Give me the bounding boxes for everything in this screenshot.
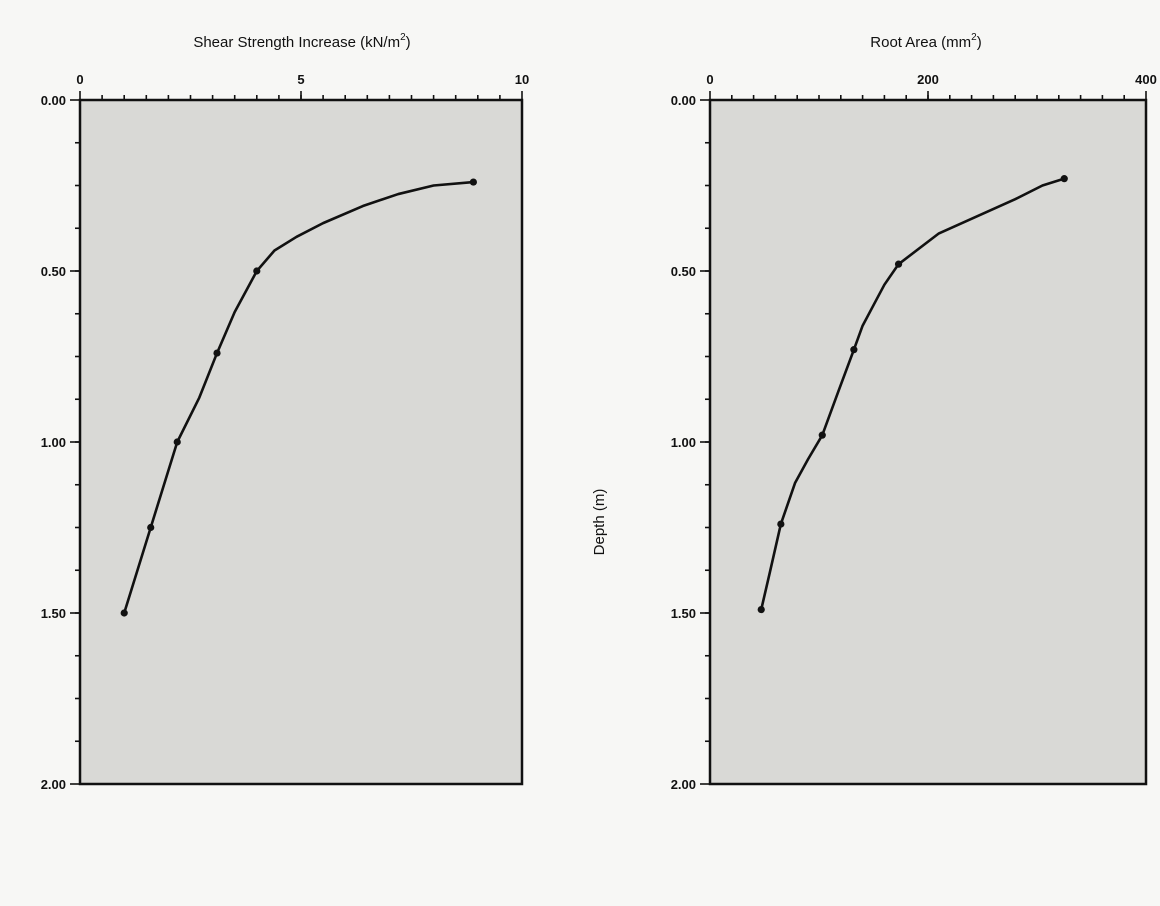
- data-point: [253, 267, 261, 275]
- x-axis-title: Root Area (mm2): [870, 32, 981, 51]
- axis-ticks: 0 5 10 0.00 0.50 1.00 1.50 2.00: [41, 72, 530, 792]
- series-line: [759, 177, 1065, 610]
- y-tick-label: 1.00: [671, 435, 696, 450]
- chart-shear-strength: 0 5 10 0.00 0.50 1.00 1.50 2.00 Shear Strength …: [41, 32, 530, 792]
- x-axis-title-superscript: 2: [971, 32, 977, 43]
- data-point: [213, 349, 221, 357]
- y-tick-label: 1.50: [41, 606, 66, 621]
- x-tick-label: 0: [76, 72, 83, 87]
- data-point: [777, 520, 785, 528]
- axis-ticks: 0 200 400 0.00 0.50 1.00 1.50 2.00: [671, 72, 1157, 792]
- x-tick-label: 400: [1135, 72, 1157, 87]
- plot-area-background: [80, 100, 522, 784]
- y-tick-label: 2.00: [671, 777, 696, 792]
- x-tick-label: 0: [706, 72, 713, 87]
- y-tick-label: 1.00: [41, 435, 66, 450]
- data-point: [850, 346, 858, 354]
- y-tick-label: 0.00: [671, 93, 696, 108]
- chart-marks: [120, 178, 477, 617]
- chart-root-area: 0 200 400 0.00 0.50 1.00 1.50 2.00 Root Area (m…: [671, 32, 1157, 792]
- data-point: [120, 609, 128, 617]
- y-axis-title: Depth (m): [591, 489, 608, 556]
- y-tick-label: 2.00: [41, 777, 66, 792]
- data-point: [894, 260, 903, 268]
- data-point: [818, 431, 826, 439]
- chart-marks: [757, 175, 1068, 614]
- y-tick-label: 1.50: [671, 606, 696, 621]
- y-tick-label: 0.50: [41, 264, 66, 279]
- x-axis-title-superscript: 2: [400, 32, 406, 43]
- x-tick-label: 5: [297, 72, 304, 87]
- x-axis-title: Shear Strength Increase (kN/m2): [193, 32, 410, 51]
- data-point: [147, 523, 155, 532]
- y-tick-label: 0.50: [671, 264, 696, 279]
- data-point: [469, 178, 477, 186]
- data-point: [757, 605, 765, 614]
- y-tick-label: 0.00: [41, 93, 66, 108]
- series-line: [122, 180, 474, 614]
- x-tick-label: 200: [917, 72, 939, 87]
- plot-area-background: [710, 100, 1146, 784]
- x-tick-label: 10: [515, 72, 529, 87]
- data-point: [173, 438, 181, 446]
- data-point: [1060, 175, 1068, 183]
